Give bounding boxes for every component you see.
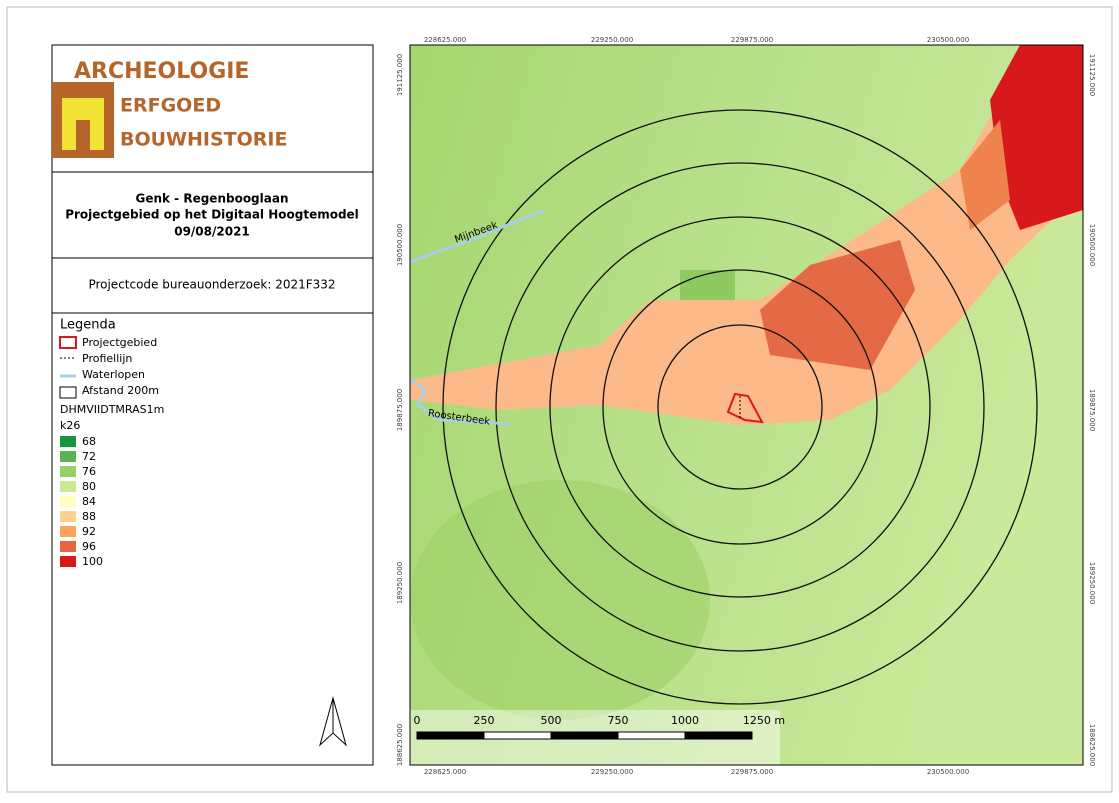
legend-swatch bbox=[60, 481, 76, 492]
legend-swatch bbox=[60, 541, 76, 552]
side-panel bbox=[51, 44, 374, 766]
legend-label: 100 bbox=[82, 555, 103, 568]
x-coordinate: 229250.000 bbox=[591, 36, 633, 44]
legend-label: 88 bbox=[82, 510, 96, 523]
scale-label: 1250 m bbox=[743, 714, 785, 727]
legend-swatch bbox=[60, 436, 76, 447]
scale-label: 0 bbox=[414, 714, 421, 727]
y-coordinate: 191125.000 bbox=[1088, 54, 1096, 96]
legend-swatch bbox=[60, 451, 76, 462]
y-coordinate: 189875.000 bbox=[1088, 389, 1096, 431]
y-coordinate: 188625.000 bbox=[1088, 724, 1096, 766]
y-coordinate: 189875.000 bbox=[396, 389, 404, 431]
legend-band: k26 bbox=[60, 419, 80, 432]
scale-label: 750 bbox=[608, 714, 629, 727]
page-border bbox=[6, 6, 1113, 793]
legend-label: 96 bbox=[82, 540, 96, 553]
x-coordinate: 228625.000 bbox=[424, 36, 466, 44]
y-coordinate: 191125.000 bbox=[396, 54, 404, 96]
legend: Legenda DHMVIIDTMRAS1m k26 Projectgebied… bbox=[59, 318, 164, 568]
scale-bar: 0 250 500 750 1000 1250 m bbox=[414, 714, 785, 740]
legend-swatch bbox=[60, 511, 76, 522]
logo: ARCHEOLOGIE ERFGOED BOUWHISTORIE bbox=[52, 59, 287, 158]
scale-segment bbox=[684, 731, 753, 740]
x-coordinate: 229250.000 bbox=[591, 768, 633, 776]
legend-swatch bbox=[60, 556, 76, 567]
legend-label: 68 bbox=[82, 435, 96, 448]
title: Projectgebied op het Digitaal Hoogtemode… bbox=[65, 208, 359, 222]
coordinates: 228625.000 228625.000 229250.000 229250.000… bbox=[396, 36, 1096, 776]
legend-swatch bbox=[60, 526, 76, 537]
legend-label: Profiellijn bbox=[82, 352, 132, 365]
y-coordinate: 190500.000 bbox=[1088, 224, 1096, 266]
y-coordinate: 188625.000 bbox=[396, 724, 404, 766]
title: Genk - Regenbooglaan bbox=[135, 192, 288, 206]
legend-swatch bbox=[60, 466, 76, 477]
scale-segment bbox=[483, 731, 552, 740]
legend-label: 92 bbox=[82, 525, 96, 538]
x-coordinate: 229875.000 bbox=[731, 768, 773, 776]
scale-label: 500 bbox=[541, 714, 562, 727]
legend-swatch bbox=[59, 386, 77, 399]
scale-label: 1000 bbox=[671, 714, 699, 727]
logo-text: BOUWHISTORIE bbox=[120, 129, 287, 151]
legend-swatch bbox=[59, 336, 77, 349]
x-coordinate: 229875.000 bbox=[731, 36, 773, 44]
title: 09/08/2021 bbox=[174, 225, 250, 239]
x-coordinate: 230500.000 bbox=[927, 768, 969, 776]
y-coordinate: 190500.000 bbox=[396, 224, 404, 266]
map: Mijnbeek Roosterbeek bbox=[410, 45, 1083, 765]
scale-label: 250 bbox=[474, 714, 495, 727]
y-coordinate: 189250.000 bbox=[396, 562, 404, 604]
y-coordinate: 189250.000 bbox=[1088, 562, 1096, 604]
legend-label: 76 bbox=[82, 465, 96, 478]
projectcode: Projectcode bureauonderzoek: 2021F332 bbox=[88, 278, 335, 292]
legend-swatch bbox=[60, 496, 76, 507]
legend-label: 80 bbox=[82, 480, 96, 493]
logo-text: ARCHEOLOGIE bbox=[74, 59, 249, 84]
scale-segment bbox=[416, 731, 485, 740]
legend-title: Legenda bbox=[60, 318, 116, 333]
legend-label: 72 bbox=[82, 450, 96, 463]
legend-label: Afstand 200m bbox=[82, 384, 159, 397]
scale-segment bbox=[617, 731, 686, 740]
legend-label: 84 bbox=[82, 495, 96, 508]
legend-label: Projectgebied bbox=[82, 336, 157, 349]
x-coordinate: 230500.000 bbox=[927, 36, 969, 44]
logo-text: ERFGOED bbox=[120, 95, 221, 117]
legend-layer: DHMVIIDTMRAS1m bbox=[60, 403, 164, 416]
legend-label: Waterlopen bbox=[82, 368, 145, 381]
scale-segment bbox=[550, 731, 619, 740]
map-frame bbox=[409, 44, 1084, 766]
x-coordinate: 228625.000 bbox=[424, 768, 466, 776]
